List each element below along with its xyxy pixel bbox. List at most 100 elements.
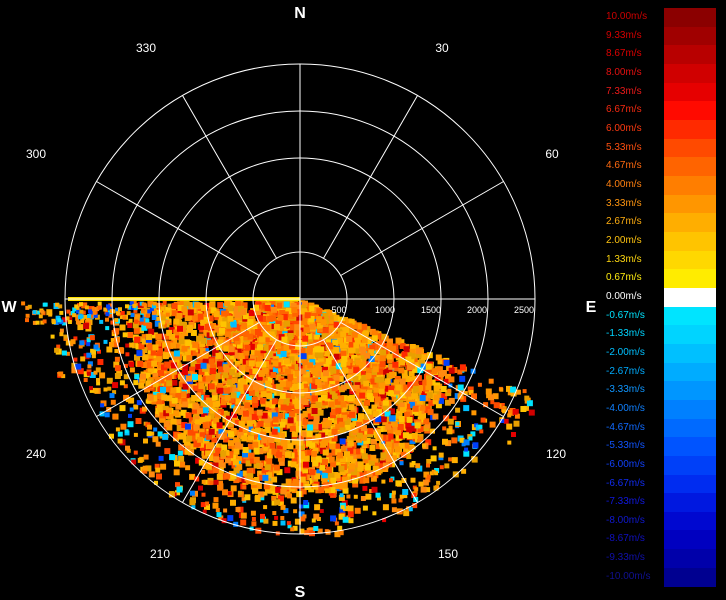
echo-cell (220, 399, 227, 406)
echo-cell (255, 329, 261, 335)
echo-cell (271, 476, 278, 483)
echo-cell (302, 461, 309, 468)
echo-cell (302, 467, 309, 474)
echo-cell (241, 435, 248, 442)
echo-cell (375, 416, 382, 423)
echo-cell (271, 495, 277, 501)
echo-cell (81, 302, 88, 309)
echo-cell (270, 315, 277, 322)
echo-cell (363, 361, 370, 368)
echo-cell (257, 412, 264, 419)
legend-label: 2.00m/s (606, 234, 642, 246)
echo-cell (312, 370, 319, 377)
echo-cell (333, 321, 340, 328)
echo-cell (260, 339, 267, 346)
echo-cell (337, 417, 344, 424)
echo-cell (139, 317, 144, 322)
echo-cell (259, 495, 265, 501)
echo-cell (375, 469, 382, 476)
echo-cell (322, 327, 329, 334)
echo-cell (141, 338, 148, 345)
echo-cell (83, 314, 88, 319)
echo-cell (336, 428, 343, 434)
bearing-120: 120 (546, 447, 566, 461)
echo-cell (351, 331, 358, 338)
echo-cell (354, 347, 361, 354)
echo-cell (387, 433, 394, 440)
echo-cell (414, 422, 421, 429)
echo-cell (293, 343, 300, 350)
echo-cell (278, 399, 285, 406)
echo-cell (200, 400, 207, 407)
echo-cell (202, 407, 209, 414)
echo-cell (485, 388, 492, 395)
echo-cell (198, 369, 205, 375)
echo-cell (196, 335, 203, 342)
echo-cell (381, 479, 386, 484)
echo-cell (357, 418, 364, 425)
echo-cell (231, 377, 238, 384)
echo-cell (242, 352, 249, 359)
echo-cell (360, 496, 366, 501)
echo-cell (242, 313, 249, 320)
legend-label: -7.33m/s (606, 496, 645, 508)
echo-cell (431, 469, 436, 474)
echo-cell (278, 437, 284, 444)
echo-cell (199, 444, 206, 451)
echo-cell (300, 488, 307, 495)
echo-cell (145, 465, 152, 472)
echo-cell (311, 518, 316, 523)
legend-swatch (664, 194, 716, 214)
echo-cell (342, 487, 349, 494)
echo-cell (278, 459, 285, 466)
echo-cell (389, 371, 396, 378)
echo-cell (145, 399, 150, 404)
legend-label: 10.00m/s (606, 11, 648, 22)
echo-cell (239, 389, 246, 396)
echo-cell (372, 465, 379, 472)
echo-cell (268, 331, 275, 338)
echo-cell (338, 495, 345, 501)
echo-cell (360, 354, 367, 361)
echo-cell (263, 344, 270, 351)
echo-cell (354, 398, 361, 405)
echo-cell (372, 472, 379, 479)
echo-cell (254, 350, 261, 357)
echo-cell (118, 347, 124, 353)
echo-cell (206, 419, 213, 426)
echo-cell (159, 416, 166, 423)
echo-cell (276, 302, 283, 309)
echo-cell (483, 402, 489, 408)
echo-cell (305, 333, 312, 340)
echo-cell (214, 411, 221, 418)
echo-cell (341, 482, 348, 489)
echo-cell (311, 456, 317, 463)
echo-cell (203, 371, 210, 378)
echo-cell (241, 302, 248, 309)
echo-cell (132, 322, 139, 329)
echo-cell (364, 399, 370, 406)
echo-cell (123, 374, 129, 380)
echo-cell (334, 390, 341, 396)
echo-cell (382, 385, 389, 392)
echo-cell (248, 452, 255, 459)
echo-cell (159, 312, 166, 319)
echo-cell (279, 421, 286, 428)
echo-cell (209, 386, 216, 393)
echo-cell (152, 301, 157, 306)
echo-cell (283, 344, 290, 351)
echo-cell (253, 448, 260, 455)
echo-cell (223, 411, 230, 418)
echo-cell (21, 301, 26, 306)
echo-cell (58, 371, 64, 377)
echo-cell (187, 324, 193, 331)
echo-cell (264, 389, 271, 396)
echo-cell (287, 350, 294, 356)
echo-cell (279, 381, 286, 388)
echo-cell (72, 307, 77, 312)
echo-cell (321, 421, 327, 428)
echo-cell (227, 491, 232, 496)
echo-cell (362, 485, 368, 491)
echo-cell (439, 465, 444, 470)
echo-cell (361, 384, 368, 391)
